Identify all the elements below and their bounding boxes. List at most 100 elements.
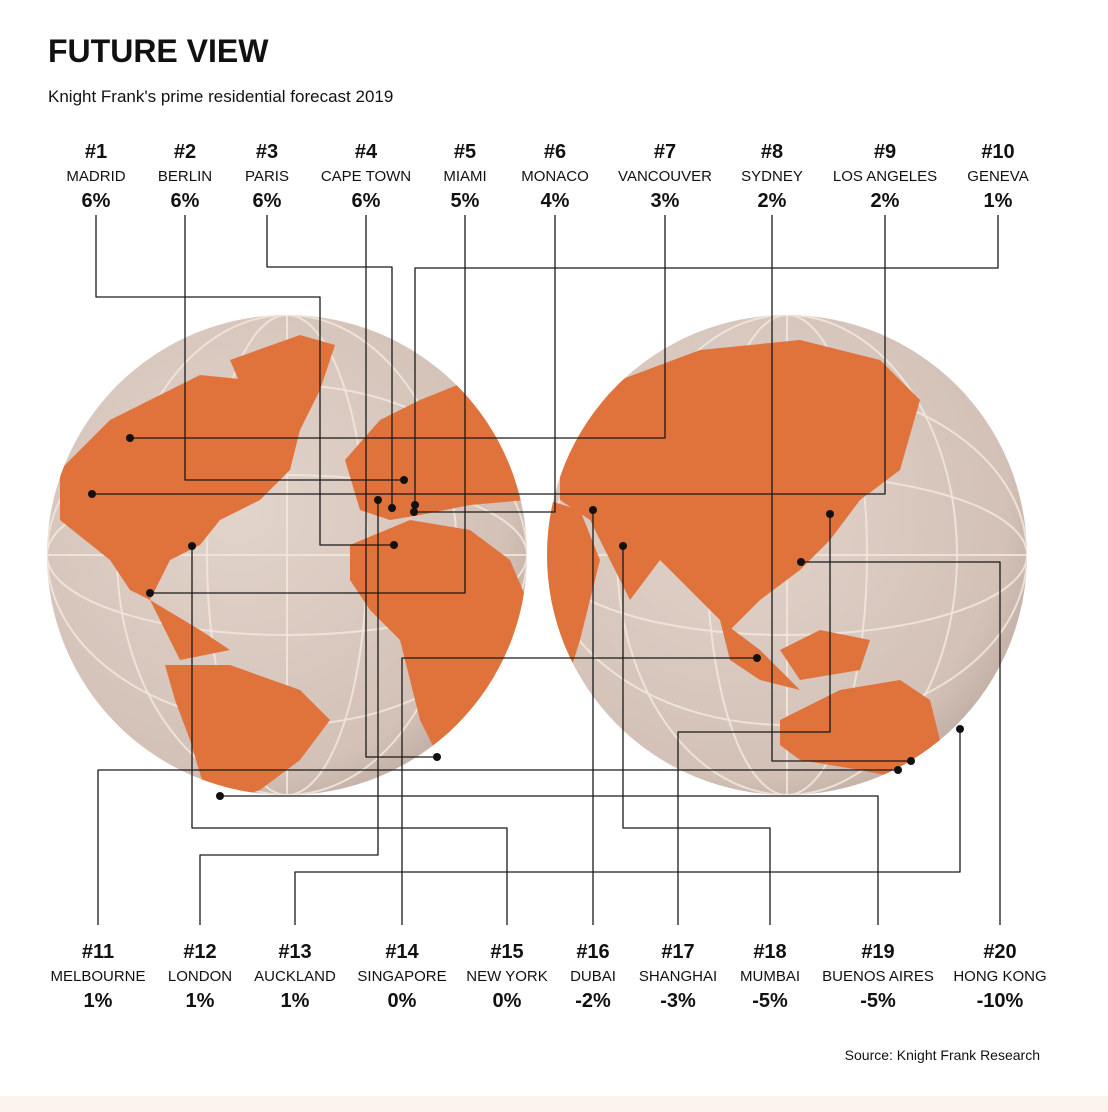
city-change: -5% [860,990,896,1012]
leader-line [622,546,771,925]
city-dot [126,434,134,442]
leader-line [414,215,999,505]
city-rank: #4 [355,141,378,163]
city-name: DUBAI [570,968,616,985]
city-name: GENEVA [967,168,1028,185]
city-dot [388,504,396,512]
city-name: SYDNEY [741,168,803,185]
subtitle: Knight Frank's prime residential forecas… [48,87,393,106]
city-dot [826,510,834,518]
city-dot [894,766,902,774]
city-name: SINGAPORE [357,968,446,985]
city-change: 6% [171,190,200,212]
city-change: 2% [871,190,900,212]
city-rank: #12 [183,941,216,963]
city-change: 5% [451,190,480,212]
city-dot [411,501,419,509]
city-dot [88,490,96,498]
city-change: -3% [660,990,696,1012]
leader-line [220,795,879,925]
source: Source: Knight Frank Research [845,1047,1040,1063]
city-change: 1% [984,190,1013,212]
city-change: -2% [575,990,611,1012]
city-rank: #11 [82,941,114,963]
leader-line [199,500,379,925]
city-rank: #9 [874,141,896,163]
leader-line [184,215,404,481]
city-name: MADRID [66,168,125,185]
leader-line [401,657,757,925]
city-dot [619,542,627,550]
footer-strip [0,1096,1108,1112]
city-name: MUMBAI [740,968,800,985]
leader-line [150,215,466,594]
city-rank: #3 [256,141,278,163]
city-change: 0% [493,990,522,1012]
city-name: MONACO [521,168,589,185]
city-dot [589,506,597,514]
city-name: NEW YORK [466,968,547,985]
city-rank: #2 [174,141,196,163]
city-rank: #8 [761,141,783,163]
city-dot [216,792,224,800]
city-dot [400,476,408,484]
leader-lines [88,215,1001,925]
city-rank: #18 [753,941,786,963]
city-name: MIAMI [443,168,486,185]
leader-line [771,215,911,762]
leader-line [266,215,393,508]
city-dot [433,753,441,761]
city-dot [390,541,398,549]
city-change: 1% [281,990,310,1012]
city-name: BERLIN [158,168,212,185]
city-rank: #7 [654,141,676,163]
city-change: -5% [752,990,788,1012]
city-dot [146,589,154,597]
city-dot [797,558,805,566]
city-dot [410,508,418,516]
city-labels: #1 MADRID 6% #2 BERLIN 6% #3 PARIS 6% #4 CAPE TOWN… [50,141,1046,1012]
city-change: -10% [977,990,1024,1012]
city-rank: #10 [981,141,1014,163]
city-rank: #13 [278,941,311,963]
city-name: VANCOUVER [618,168,712,185]
city-rank: #19 [861,941,894,963]
right-globe [547,315,1027,795]
left-globe [47,315,527,795]
city-rank: #17 [661,941,694,963]
city-change: 1% [186,990,215,1012]
leader-line [414,215,556,513]
leader-line [801,561,1001,925]
title: FUTURE VIEW [48,33,269,69]
city-name: AUCKLAND [254,968,336,985]
city-change: 6% [352,190,381,212]
city-name: MELBOURNE [50,968,145,985]
city-change: 2% [758,190,787,212]
leader-line [92,215,886,495]
city-rank: #5 [454,141,476,163]
leader-line [97,769,898,925]
city-dot [753,654,761,662]
leader-line [191,546,508,925]
city-name: PARIS [245,168,289,185]
leader-line [294,729,961,925]
city-rank: #20 [983,941,1016,963]
city-change: 6% [82,190,111,212]
city-name: SHANGHAI [639,968,717,985]
city-change: 4% [541,190,570,212]
city-rank: #1 [85,141,107,163]
city-name: CAPE TOWN [321,168,411,185]
city-name: HONG KONG [953,968,1046,985]
city-dot [907,757,915,765]
city-name: LOS ANGELES [833,168,937,185]
city-rank: #6 [544,141,566,163]
city-name: LONDON [168,968,232,985]
leader-line [130,215,666,439]
city-name: BUENOS AIRES [822,968,934,985]
city-change: 0% [388,990,417,1012]
leader-line [365,215,437,758]
city-rank: #14 [385,941,419,963]
city-dot [374,496,382,504]
